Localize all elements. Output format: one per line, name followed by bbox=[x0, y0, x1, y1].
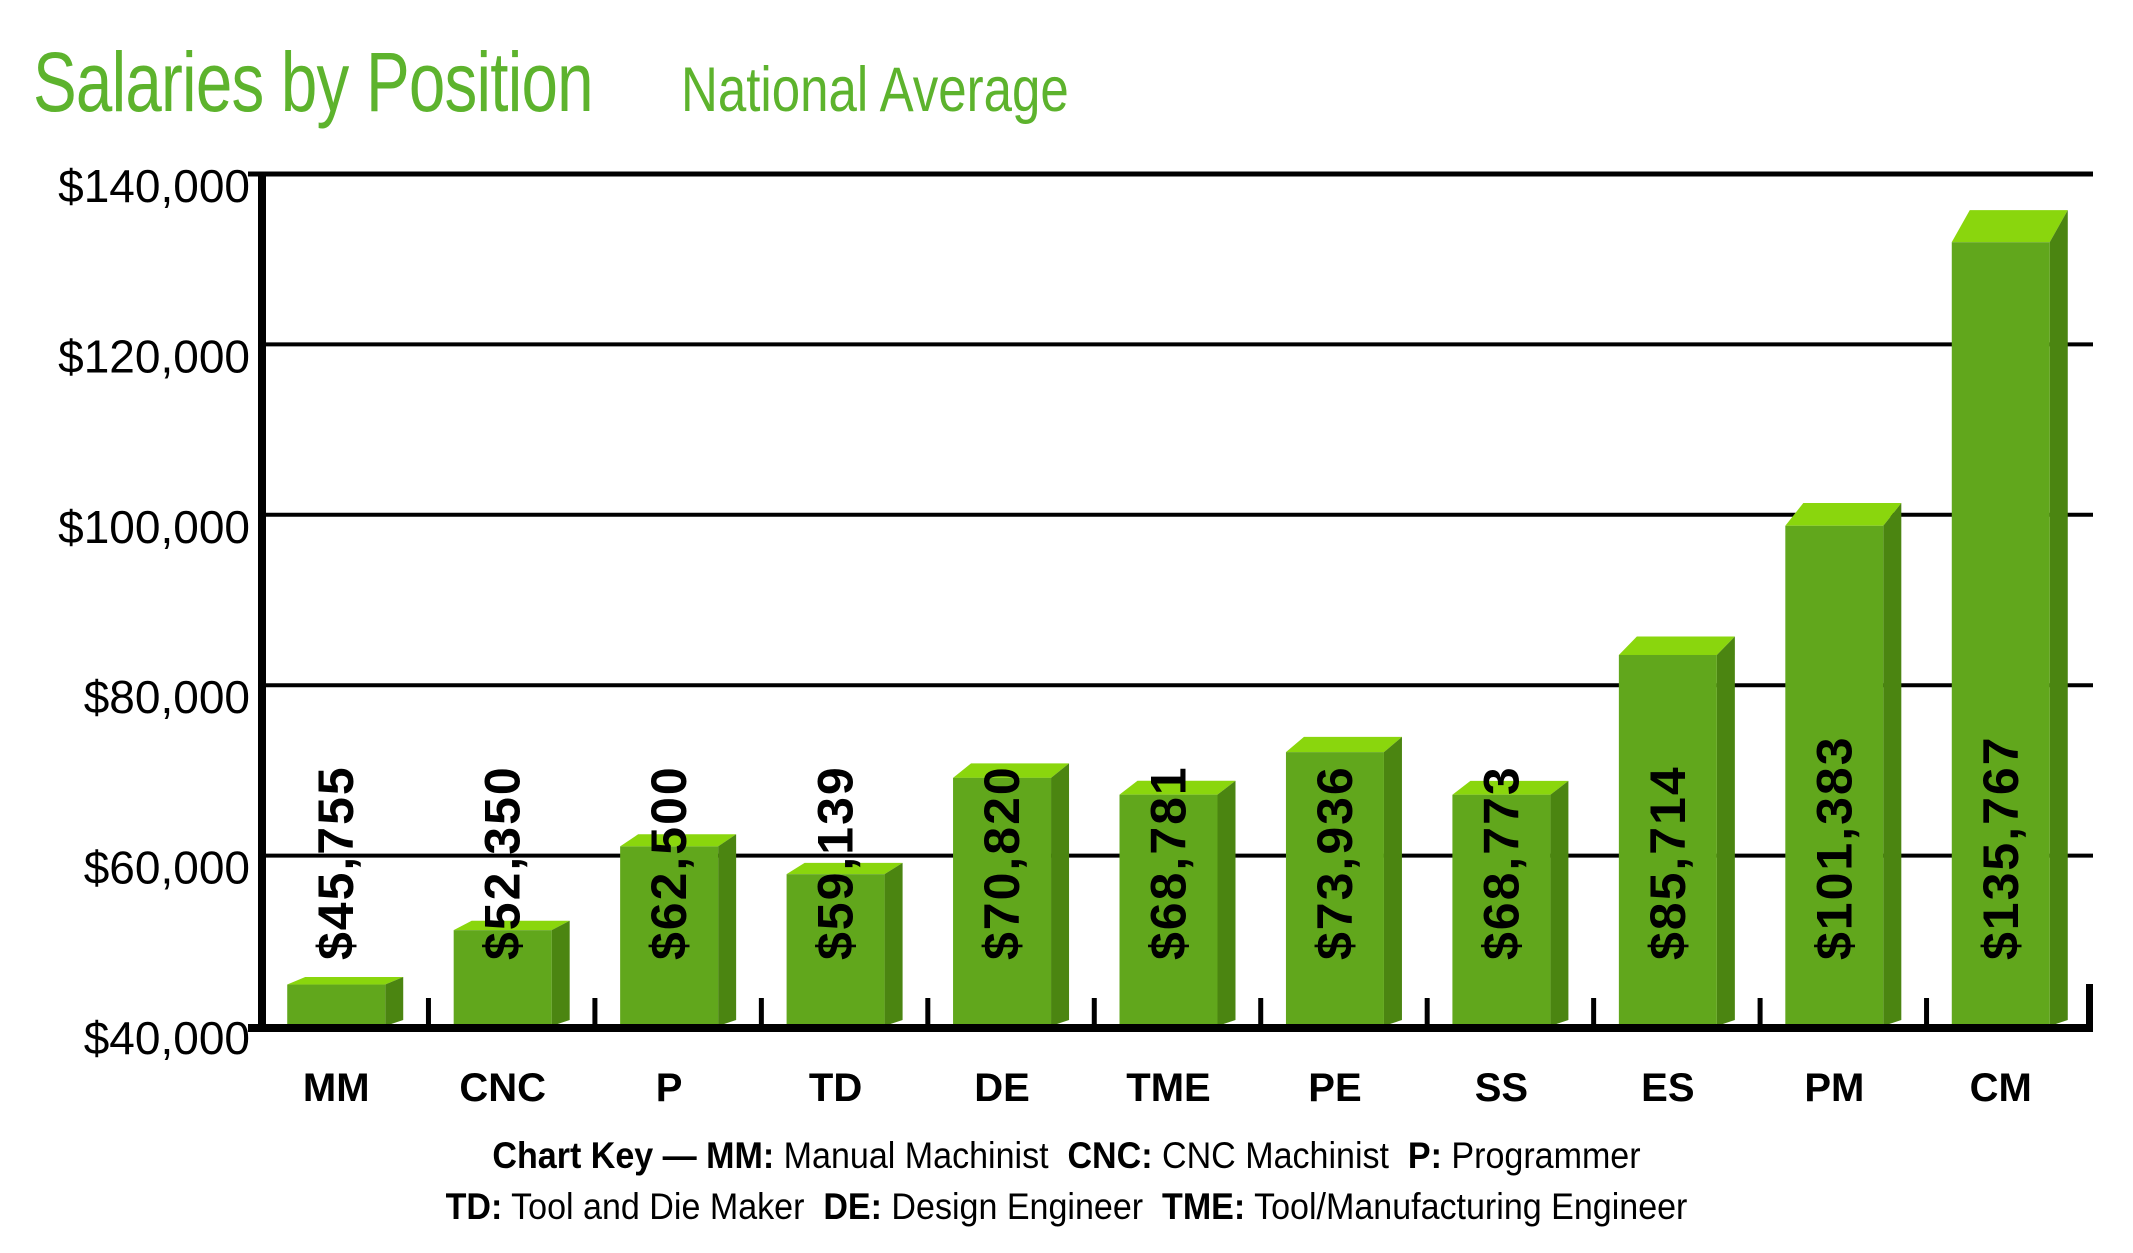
y-axis-label: $140,000 bbox=[58, 160, 250, 212]
key-abbreviation: TME: bbox=[1162, 1186, 1246, 1227]
bar-side-face bbox=[385, 976, 404, 1026]
bar-PM bbox=[1785, 503, 1902, 1026]
bar-value-label: $70,820 bbox=[974, 765, 1030, 960]
y-axis-label: $60,000 bbox=[84, 842, 250, 894]
bar-top-face bbox=[453, 920, 570, 931]
bar-side-face bbox=[718, 834, 737, 1026]
bar-front-face bbox=[1785, 525, 1884, 1026]
y-axis-label: $80,000 bbox=[84, 671, 250, 723]
bar-side-face bbox=[2049, 210, 2068, 1026]
bar-front-face bbox=[620, 846, 719, 1026]
bar-CM bbox=[1951, 210, 2068, 1027]
bar-front-face bbox=[287, 984, 386, 1026]
bar-side-face bbox=[1217, 780, 1236, 1026]
bar-value-label: $59,139 bbox=[808, 765, 864, 960]
bar-value-label: $45,755 bbox=[308, 765, 364, 960]
x-axis-label: P bbox=[656, 1066, 683, 1110]
bar-PE bbox=[1285, 736, 1402, 1026]
bar-TD bbox=[786, 862, 903, 1026]
bar-DE bbox=[953, 763, 1070, 1026]
bar-side-face bbox=[1051, 763, 1070, 1026]
bar-side-face bbox=[1550, 780, 1569, 1026]
bar-value-label: $73,936 bbox=[1307, 765, 1363, 960]
bar-MM bbox=[287, 976, 404, 1026]
chart-key-line-2: TD: Tool and Die Maker DE: Design Engine… bbox=[85, 1181, 2047, 1232]
bar-TME bbox=[1119, 780, 1236, 1026]
bar-front-face bbox=[953, 777, 1052, 1026]
bar-top-face bbox=[1785, 503, 1902, 526]
bar-side-face bbox=[1383, 736, 1402, 1026]
bar-value-label: $62,500 bbox=[641, 765, 697, 960]
x-axis-label: ES bbox=[1641, 1066, 1694, 1110]
chart-key: Chart Key — MM: Manual Machinist CNC: CN… bbox=[0, 1130, 2133, 1232]
bar-front-face bbox=[1951, 242, 2050, 1027]
key-abbreviation: TD: bbox=[445, 1186, 503, 1227]
bar-top-face bbox=[786, 862, 903, 875]
bar-front-face bbox=[1119, 794, 1218, 1026]
key-definition: CNC Machinist bbox=[1152, 1135, 1408, 1176]
y-axis-label: $100,000 bbox=[58, 501, 250, 553]
key-definition: Tool/Manufacturing Engineer bbox=[1245, 1186, 1688, 1227]
key-definition: Tool and Die Maker bbox=[502, 1186, 824, 1227]
chart-title: Salaries by Position bbox=[33, 35, 594, 129]
bar-side-face bbox=[551, 920, 570, 1026]
x-axis-label: PE bbox=[1308, 1066, 1361, 1110]
bar-value-label: $85,714 bbox=[1640, 765, 1696, 960]
chart-subtitle: National Average bbox=[681, 55, 1069, 125]
bar-top-face bbox=[287, 976, 404, 985]
bar-front-face bbox=[786, 874, 885, 1026]
bar-front-face bbox=[1285, 752, 1384, 1026]
bar-value-label: $68,781 bbox=[1141, 765, 1197, 960]
bar-top-face bbox=[1951, 210, 2068, 243]
bar-top-face bbox=[1452, 780, 1569, 795]
bar-value-label: $68,773 bbox=[1473, 765, 1529, 960]
bar-value-label: $135,767 bbox=[1973, 735, 2029, 960]
x-axis-label: TME bbox=[1126, 1066, 1210, 1110]
y-axis-label: $120,000 bbox=[58, 330, 250, 382]
key-definition: Programmer bbox=[1441, 1135, 1641, 1176]
x-axis-label: MM bbox=[303, 1066, 370, 1110]
x-axis-label: TD bbox=[809, 1066, 862, 1110]
key-abbreviation: DE: bbox=[823, 1186, 882, 1227]
chart-key-line-1: Chart Key — MM: Manual Machinist CNC: CN… bbox=[85, 1130, 2047, 1181]
bar-top-face bbox=[953, 763, 1070, 778]
bar-top-face bbox=[1119, 780, 1236, 795]
bar-CNC bbox=[453, 920, 570, 1026]
bar-front-face bbox=[1618, 654, 1717, 1026]
bar-side-face bbox=[884, 862, 903, 1026]
bar-front-face bbox=[1452, 794, 1551, 1026]
x-axis-label: CNC bbox=[459, 1066, 546, 1110]
x-axis-label: DE bbox=[974, 1066, 1030, 1110]
bar-P bbox=[620, 834, 737, 1026]
bar-value-label: $101,383 bbox=[1806, 735, 1862, 960]
bar-top-face bbox=[620, 834, 737, 847]
key-abbreviation: Chart Key — MM: bbox=[492, 1135, 775, 1176]
bar-value-label: $52,350 bbox=[475, 765, 531, 960]
bar-ES bbox=[1618, 636, 1735, 1026]
x-axis-label: CM bbox=[1970, 1066, 2032, 1110]
x-axis-label: SS bbox=[1475, 1066, 1528, 1110]
bar-front-face bbox=[453, 930, 552, 1026]
key-definition: Manual Machinist bbox=[774, 1135, 1068, 1176]
key-abbreviation: P: bbox=[1407, 1135, 1442, 1176]
bar-top-face bbox=[1618, 636, 1735, 655]
bar-side-face bbox=[1883, 503, 1902, 1026]
key-definition: Design Engineer bbox=[881, 1186, 1163, 1227]
bar-side-face bbox=[1716, 636, 1735, 1026]
bar-SS bbox=[1452, 780, 1569, 1026]
x-axis-label: PM bbox=[1804, 1066, 1864, 1110]
key-abbreviation: CNC: bbox=[1067, 1135, 1153, 1176]
bar-top-face bbox=[1285, 736, 1402, 753]
y-axis-label: $40,000 bbox=[84, 1012, 250, 1064]
